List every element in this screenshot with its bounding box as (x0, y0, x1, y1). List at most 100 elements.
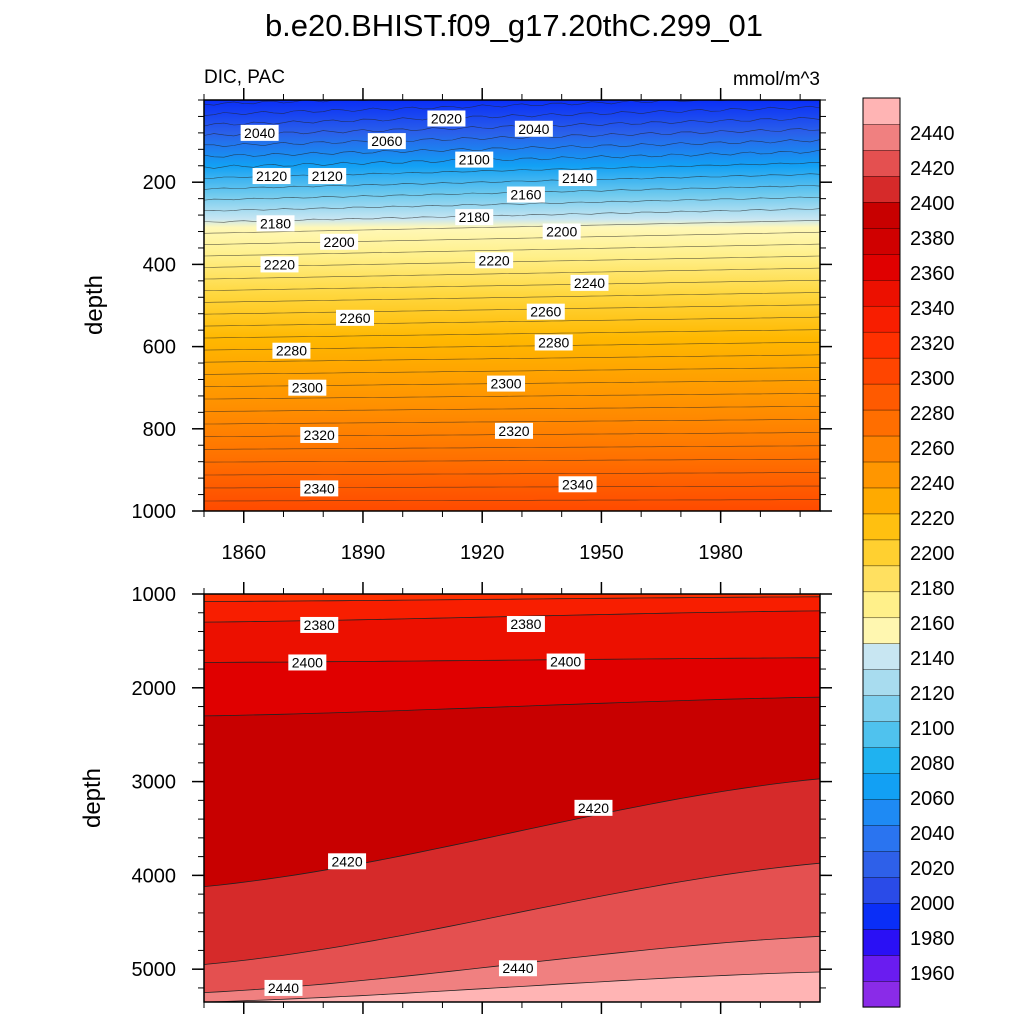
upper-panel: 2040 2060 2020 2040 2100 2120 2120 2140 2160 2180… (81, 88, 832, 564)
upper-y-axis-title: depth (81, 275, 108, 335)
contour-line (203, 971, 821, 1003)
contour-label-box (558, 476, 597, 493)
colorbar: 1960 1980 2000 2020 2040 2060 2080 2100 2120 2140… (862, 97, 955, 1008)
colorbar-swatch (862, 643, 901, 670)
colorbar-swatch (862, 954, 901, 982)
colorbar-swatch (862, 773, 901, 800)
contour-label-box (487, 375, 526, 392)
contour-line (203, 354, 821, 363)
lower-panel: 2380 2380 2400 2400 2420 2420 2440 2440 1000 200… (79, 582, 832, 1014)
upper-x-ticks: 1860 1890 1920 1950 1980 (203, 88, 801, 564)
contour-label: 2140 (562, 170, 593, 186)
contour-label: 2380 (304, 617, 335, 633)
contour-line (203, 292, 821, 303)
x-tick-label: 1890 (341, 542, 386, 564)
contour-label: 2440 (502, 960, 533, 976)
colorbar-label: 2160 (910, 613, 955, 635)
colorbar-swatch (862, 175, 901, 203)
colorbar-label: 2120 (910, 683, 955, 705)
contour-label: 2100 (459, 152, 490, 168)
y-tick-label: 1000 (132, 584, 177, 606)
colorbar-swatch (862, 928, 901, 956)
x-tick-label: 1950 (579, 542, 624, 564)
y-tick-label: 2000 (132, 678, 177, 700)
colorbar-swatch (862, 279, 901, 307)
contour-label: 2400 (550, 654, 581, 670)
contour-label: 2300 (292, 380, 323, 396)
contour-line (203, 162, 821, 179)
right-subtitle: mmol/m^3 (733, 69, 820, 90)
colorbar-label: 2180 (910, 578, 955, 600)
contour-label-box (514, 120, 553, 137)
colorbar-swatch (862, 799, 901, 826)
contour-label-box (570, 274, 609, 291)
colorbar-swatch (862, 980, 901, 1008)
contour-line (203, 267, 821, 280)
contour-label: 2280 (276, 343, 307, 359)
colorbar-label: 2080 (910, 753, 955, 775)
contour-line (203, 173, 821, 190)
contour-label: 2440 (268, 980, 299, 996)
y-tick-label: 5000 (132, 959, 177, 981)
colorbar-label: 2200 (910, 543, 955, 565)
contour-label-box (320, 233, 359, 250)
x-tick-label: 1980 (698, 542, 743, 564)
contour-label-box (542, 223, 581, 240)
contour-line (203, 139, 821, 158)
contour-label-box (328, 853, 367, 870)
colorbar-swatch (862, 591, 901, 619)
y-tick-label: 600 (143, 337, 176, 359)
contour-label: 2040 (244, 125, 275, 141)
y-tick-label: 3000 (132, 772, 177, 794)
colorbar-label: 2360 (910, 263, 955, 285)
x-tick-label: 1860 (221, 542, 266, 564)
colorbar-label: 2340 (910, 298, 955, 320)
contour-label: 2220 (264, 256, 295, 272)
contour-label-box (494, 422, 533, 439)
contour-band (204, 778, 820, 965)
contour-label-box (558, 170, 597, 187)
colorbar-label: 2280 (910, 403, 955, 425)
contour-line (204, 472, 821, 476)
contour-label-box (506, 186, 545, 203)
contour-label-box (308, 168, 347, 185)
contour-band (204, 863, 820, 993)
contour-label: 2180 (459, 209, 490, 225)
y-tick-label: 400 (143, 254, 176, 276)
colorbar-label: 2300 (910, 368, 955, 390)
colorbar-swatch (862, 305, 901, 333)
colorbar-swatch (862, 253, 901, 281)
contour-line (203, 329, 821, 339)
contour-label: 2120 (312, 168, 343, 184)
colorbar-label: 2000 (910, 893, 955, 915)
upper-panel-fill (204, 100, 820, 511)
contour-label-box (288, 654, 327, 671)
contour-line (203, 196, 821, 212)
colorbar-swatch (862, 123, 901, 151)
colorbar-swatch (862, 902, 901, 930)
contour-line (203, 279, 821, 291)
contour-label: 2320 (498, 423, 529, 439)
contour-label-box (272, 342, 311, 359)
contour-line (203, 367, 821, 375)
contour-label-box (252, 168, 291, 185)
contour-label-box (300, 480, 339, 497)
contour-label-box (526, 303, 565, 320)
colorbar-swatch (862, 850, 901, 878)
contour-line (204, 419, 820, 425)
lower-y-ticks: 1000 2000 3000 4000 5000 (132, 584, 832, 989)
x-tick-label: 1920 (460, 542, 505, 564)
colorbar-swatch (862, 487, 901, 515)
contour-label: 2020 (431, 110, 462, 126)
contour-line (203, 445, 820, 450)
contour-label-box (546, 653, 585, 670)
colorbar-label: 2380 (910, 228, 955, 250)
colorbar-swatch (862, 435, 901, 463)
contour-label-box (300, 616, 339, 633)
contour-line (203, 778, 821, 887)
contour-line (203, 231, 821, 245)
contour-label-box (475, 252, 514, 269)
contour-line (203, 316, 821, 327)
contour-label: 2340 (304, 480, 335, 496)
